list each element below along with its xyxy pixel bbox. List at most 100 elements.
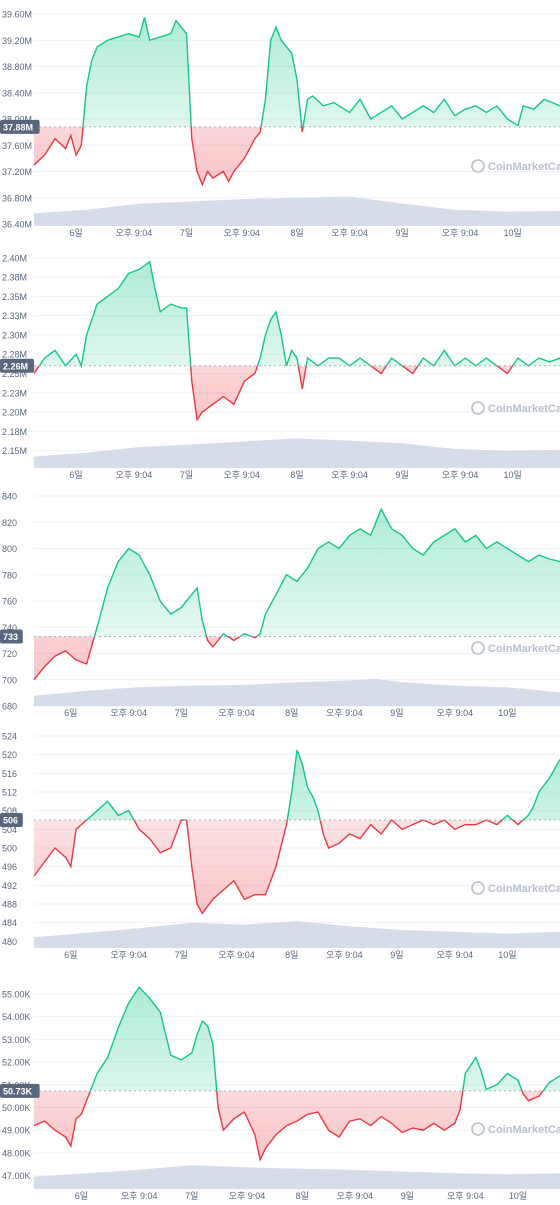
- chart-4[interactable]: 480 484 488 492 496 500 504 508 512 516 520 524 506 6…: [0, 724, 560, 964]
- y-tick-label: 36.80M: [2, 193, 32, 203]
- y-tick-label: 49.00K: [2, 1126, 31, 1136]
- area-above-baseline: [34, 987, 560, 1091]
- x-tick-label: 7일: [180, 470, 193, 480]
- y-tick-label: 2.18M: [2, 427, 27, 437]
- y-tick-label: 500: [2, 844, 17, 854]
- x-tick-label: 오후 9:04: [437, 950, 474, 960]
- x-tick-label: 오후 9:04: [223, 470, 260, 480]
- current-value-badge: [0, 119, 40, 134]
- x-tick-label: 오후 9:04: [326, 950, 363, 960]
- current-value-label: 2.26M: [3, 361, 28, 371]
- y-tick-label: 2.20M: [2, 408, 27, 418]
- y-tick-label: 39.60M: [2, 10, 32, 20]
- area-below-baseline: [34, 1090, 543, 1160]
- y-tick-label: 700: [2, 675, 17, 685]
- x-tick-label: 6일: [64, 708, 77, 718]
- x-tick-label: 6일: [64, 950, 77, 960]
- x-tick-label: 오후 9:04: [116, 228, 153, 238]
- chart-3[interactable]: 680 700 720 740 760 780 800 820 840 733 6일 오후 9:04 7…: [0, 484, 560, 724]
- volume-area: [34, 1165, 560, 1189]
- x-tick-label: 7일: [175, 708, 188, 718]
- x-tick-label: 10일: [504, 228, 522, 238]
- coinmarketcap-logo-icon: [471, 401, 485, 415]
- x-tick-label: 오후 9:04: [447, 1191, 484, 1201]
- area-above-baseline: [94, 509, 560, 637]
- x-tick-label: 오후 9:04: [442, 228, 479, 238]
- y-tick-label: 680: [2, 702, 17, 712]
- price-line-down: [33, 1090, 544, 1162]
- y-tick-label: 2.30M: [2, 330, 27, 340]
- x-tick-label: 8일: [285, 708, 298, 718]
- current-value-label: 733: [3, 632, 18, 642]
- x-tick-label: 9일: [401, 1191, 414, 1201]
- x-tick-label: 8일: [290, 470, 303, 480]
- area-below-baseline: [34, 820, 560, 914]
- chart-5[interactable]: 47.00K48.00K49.00K50.00K51.00K52.00K53.0…: [0, 964, 560, 1205]
- area-below-baseline: [34, 365, 560, 420]
- x-tick-label: 오후 9:04: [218, 708, 255, 718]
- y-tick-label: 38.40M: [2, 88, 32, 98]
- x-tick-label: 오후 9:04: [116, 470, 153, 480]
- current-value-badge: [0, 629, 23, 644]
- x-tick-label: 오후 9:04: [442, 470, 479, 480]
- y-tick-label: 800: [2, 544, 17, 554]
- volume-area: [34, 678, 560, 706]
- x-tick-label: 8일: [296, 1191, 309, 1201]
- x-tick-label: 8일: [285, 950, 298, 960]
- x-tick-label: 7일: [180, 228, 193, 238]
- y-tick-label: 496: [2, 862, 17, 872]
- price-line-up: [89, 985, 560, 1091]
- watermark-text: CoinMarketCap: [488, 403, 560, 415]
- coinmarketcap-logo-icon: [471, 1122, 485, 1136]
- x-tick-label: 9일: [396, 470, 409, 480]
- price-line-up: [93, 507, 560, 637]
- x-tick-label: 9일: [390, 950, 403, 960]
- x-tick-label: 6일: [69, 470, 82, 480]
- y-tick-label: 38.80M: [2, 62, 32, 72]
- x-tick-label: 10일: [498, 950, 516, 960]
- x-tick-label: 오후 9:04: [331, 228, 368, 238]
- y-tick-label: 480: [2, 937, 17, 947]
- y-tick-label: 492: [2, 881, 17, 891]
- y-tick-label: 484: [2, 918, 17, 928]
- x-tick-label: 오후 9:04: [437, 708, 474, 718]
- y-tick-label: 820: [2, 518, 17, 528]
- area-below-baseline: [34, 636, 560, 680]
- chart-1[interactable]: 36.40M 36.80M 37.20M 37.60M 38.00M 38.40M 38.8…: [0, 0, 560, 242]
- y-tick-label: 47.00K: [2, 1171, 31, 1181]
- chart-2[interactable]: 2.15M 2.18M 2.20M 2.23M 2.25M 2.28M 2.30M 2.33M…: [0, 242, 560, 484]
- current-value-badge: [0, 1083, 40, 1098]
- volume-area: [34, 921, 560, 948]
- y-tick-label: 720: [2, 649, 17, 659]
- coinmarketcap-logo-icon: [471, 159, 485, 173]
- x-tick-label: 오후 9:04: [331, 470, 368, 480]
- x-tick-label: 7일: [185, 1191, 198, 1201]
- y-tick-label: 53.00K: [2, 1035, 31, 1045]
- y-tick-label: 840: [2, 492, 17, 502]
- current-value-badge: [0, 358, 34, 373]
- y-tick-label: 520: [2, 750, 17, 760]
- x-tick-label: 오후 9:04: [121, 1191, 158, 1201]
- current-value-label: 506: [3, 816, 18, 826]
- current-value-badge: [0, 813, 23, 827]
- y-tick-label: 740: [2, 623, 17, 633]
- volume-area: [34, 196, 560, 226]
- x-tick-label: 오후 9:04: [218, 950, 255, 960]
- watermark-text: CoinMarketCap: [488, 883, 560, 895]
- coinmarketcap-watermark: CoinMarketCap: [471, 641, 560, 655]
- x-tick-label: 오후 9:04: [326, 708, 363, 718]
- y-tick-label: 48.00K: [2, 1148, 31, 1158]
- y-tick-label: 2.15M: [2, 446, 27, 456]
- y-tick-label: 38.00M: [2, 115, 32, 125]
- x-tick-label: 10일: [509, 1191, 527, 1201]
- x-tick-label: 오후 9:04: [337, 1191, 374, 1201]
- y-tick-label: 516: [2, 769, 17, 779]
- y-tick-label: 2.23M: [2, 388, 27, 398]
- coinmarketcap-logo-icon: [471, 881, 485, 895]
- area-above-baseline: [34, 17, 560, 127]
- volume-area: [34, 438, 560, 468]
- y-tick-label: 2.25M: [2, 369, 27, 379]
- coinmarketcap-watermark: CoinMarketCap: [471, 401, 560, 415]
- x-tick-label: 7일: [175, 950, 188, 960]
- y-tick-label: 2.35M: [2, 292, 27, 302]
